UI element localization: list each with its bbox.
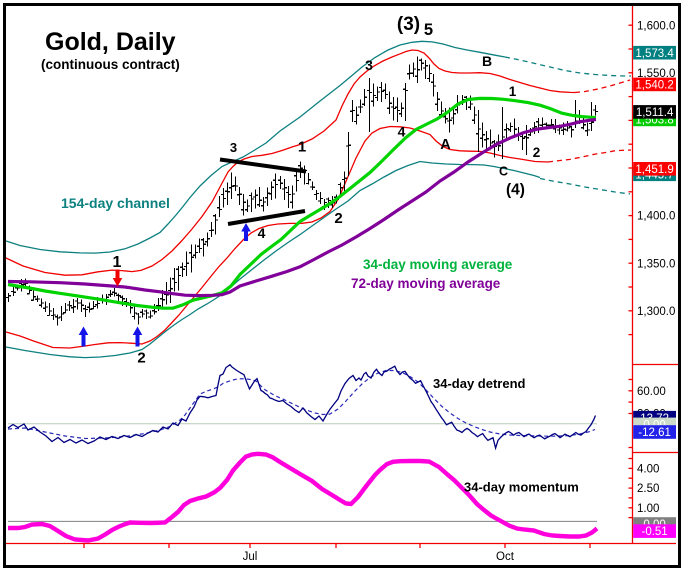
svg-text:-12.61: -12.61 [638,427,671,439]
svg-text:1: 1 [509,84,517,99]
svg-text:1,451.9: 1,451.9 [635,164,673,176]
svg-text:Oct: Oct [496,551,515,563]
svg-text:(3): (3) [397,14,420,35]
svg-text:1: 1 [298,139,306,156]
svg-text:1,350.0: 1,350.0 [637,258,675,270]
svg-text:154-day channel: 154-day channel [61,195,170,211]
svg-text:4.00: 4.00 [637,464,659,476]
svg-text:4: 4 [398,124,406,140]
svg-text:C: C [499,164,508,178]
svg-text:5: 5 [424,21,433,39]
svg-text:1.00: 1.00 [637,503,659,515]
svg-text:2: 2 [137,350,145,367]
svg-text:3: 3 [365,57,373,73]
svg-text:(continuous contract): (continuous contract) [41,57,180,72]
svg-text:34-day detrend: 34-day detrend [433,376,526,391]
svg-text:1,540.2: 1,540.2 [635,80,673,92]
svg-text:60.00: 60.00 [637,386,666,398]
svg-text:2.50: 2.50 [637,483,659,495]
svg-text:1,573.4: 1,573.4 [635,48,674,60]
svg-text:1,300.0: 1,300.0 [637,306,675,318]
svg-text:2: 2 [334,210,342,227]
svg-text:1: 1 [113,254,122,271]
svg-text:Gold, Daily: Gold, Daily [45,28,176,56]
svg-text:2: 2 [533,145,541,160]
svg-text:4: 4 [258,225,266,241]
svg-text:B: B [482,53,492,69]
svg-text:72-day moving average: 72-day moving average [351,276,501,291]
svg-text:Jul: Jul [243,551,258,563]
svg-text:1,511.4: 1,511.4 [636,107,674,119]
svg-text:1,550.0: 1,550.0 [637,68,675,80]
svg-text:34-day moving average: 34-day moving average [363,257,513,272]
svg-text:-0.51: -0.51 [641,526,667,538]
svg-text:34-day momentum: 34-day momentum [464,480,579,495]
svg-text:1,400.0: 1,400.0 [637,211,675,223]
svg-text:3: 3 [230,140,237,155]
svg-text:(4): (4) [506,182,525,199]
svg-text:A: A [440,137,451,153]
svg-text:1,600.0: 1,600.0 [637,20,675,32]
